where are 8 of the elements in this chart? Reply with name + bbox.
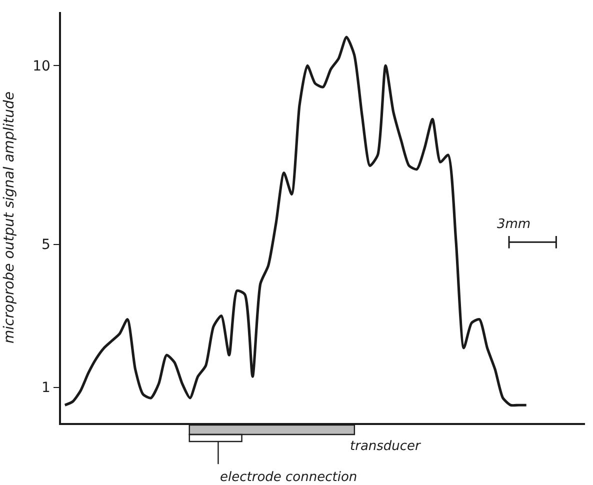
annotation: 3mm xyxy=(497,217,531,232)
y-tick-label: 5 xyxy=(42,237,50,254)
line-series xyxy=(64,36,528,406)
y-tick-label: 1 xyxy=(42,380,50,396)
text: transducer xyxy=(350,439,422,454)
text: electrode connection xyxy=(220,470,358,485)
y-tick-label: 10 xyxy=(32,58,50,75)
y-axis-title: microprobe output signal amplitude xyxy=(2,92,18,344)
